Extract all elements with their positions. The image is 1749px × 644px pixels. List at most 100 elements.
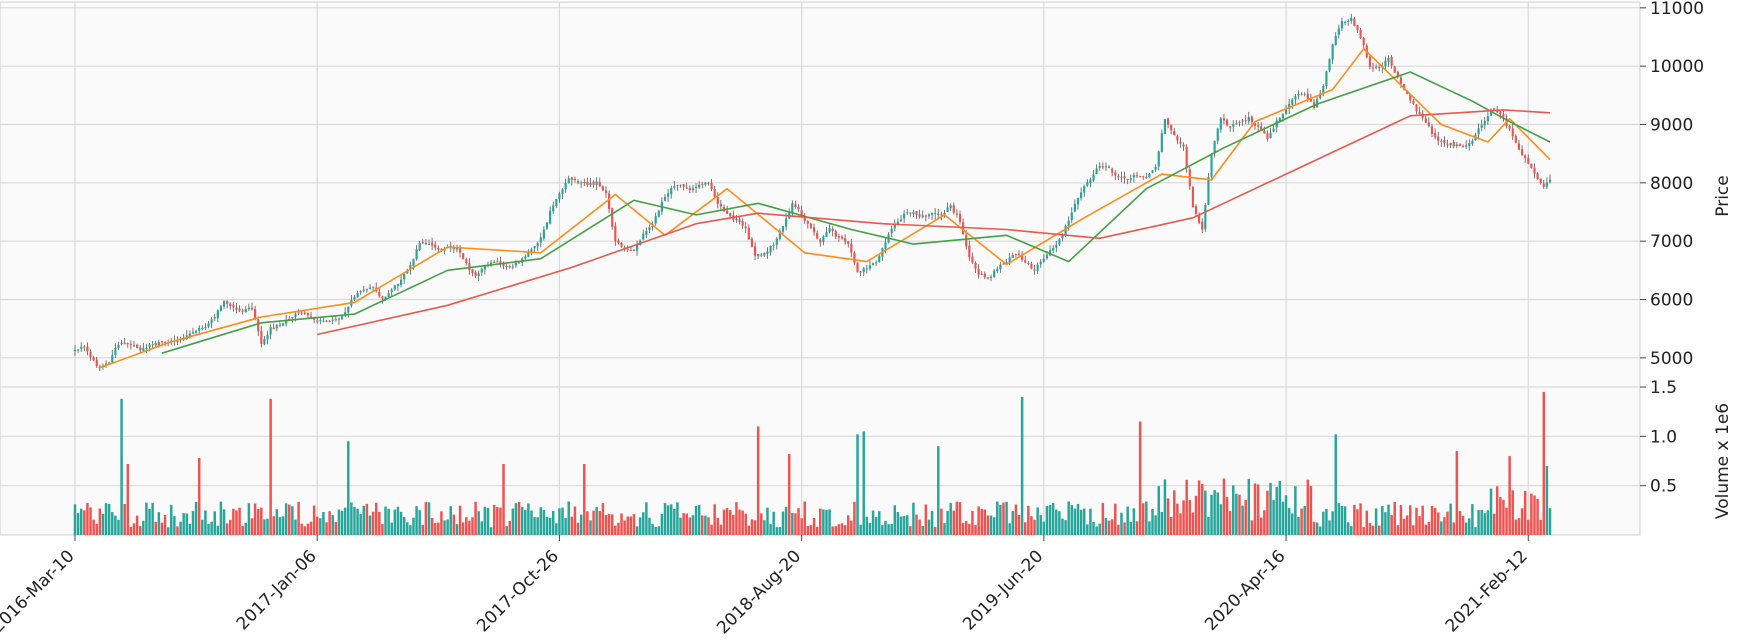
candle-body <box>480 268 483 273</box>
moving-average-line <box>99 47 1551 369</box>
candle-body <box>247 307 250 310</box>
volume-bar <box>542 510 546 535</box>
volume-bar <box>704 515 707 535</box>
volume-bar <box>589 520 592 535</box>
volume-bar <box>1048 504 1052 535</box>
volume-bar <box>157 512 161 535</box>
candle-body <box>1126 178 1129 180</box>
candle-body <box>1415 104 1418 112</box>
candle-body <box>1238 122 1241 124</box>
candle-body <box>1024 260 1027 263</box>
volume-bar <box>1284 495 1288 535</box>
volume-bar <box>756 426 760 535</box>
volume-bar <box>806 525 810 535</box>
candle-body <box>1424 118 1427 123</box>
candle-body <box>160 341 164 343</box>
volume-bar <box>1160 511 1164 535</box>
volume-bar <box>409 525 412 535</box>
candle-body <box>974 263 977 269</box>
candle-body <box>1477 128 1480 135</box>
volume-bar <box>1132 508 1136 535</box>
candle-body <box>1067 220 1070 226</box>
candle-body <box>157 342 160 347</box>
candle-body <box>657 210 660 217</box>
volume-bar <box>564 518 567 535</box>
volume-bar <box>971 510 974 535</box>
volume-bar <box>1275 487 1278 535</box>
candle-body <box>120 342 123 345</box>
volume-bar <box>1086 524 1089 535</box>
volume-bar <box>222 509 226 535</box>
candle-body <box>946 207 949 212</box>
volume-bar <box>694 505 698 535</box>
candle-body <box>337 318 341 320</box>
candle-body <box>1362 37 1365 46</box>
candle-body <box>415 249 418 260</box>
candle-body <box>1151 170 1154 173</box>
candle-body <box>1204 205 1207 230</box>
volume-bar <box>983 509 987 535</box>
candle-body <box>822 236 825 242</box>
volume-bar <box>517 501 521 535</box>
candle-body <box>136 344 139 348</box>
candle-body <box>1539 178 1542 183</box>
volume-bar <box>250 518 254 535</box>
candle-body <box>707 182 710 184</box>
volume-bar <box>638 517 642 535</box>
volume-bar <box>73 504 77 535</box>
candle-body <box>1440 140 1443 142</box>
candle-body <box>1319 93 1322 99</box>
volume-bar <box>98 508 102 535</box>
volume-bar <box>520 507 524 535</box>
candle-body <box>1288 103 1291 109</box>
candle-body <box>909 212 912 214</box>
candle-body <box>505 266 508 268</box>
volume-bar <box>1396 525 1400 535</box>
volume-bar <box>1343 506 1347 535</box>
volume-bar <box>1312 521 1316 535</box>
volume-bar <box>505 526 508 535</box>
volume-bar <box>1210 494 1213 535</box>
volume-bar <box>1291 513 1294 535</box>
volume-bar <box>1138 421 1142 535</box>
candle-body <box>1309 98 1312 102</box>
volume-bar <box>642 512 645 535</box>
volume-bar <box>815 526 819 535</box>
candle-body <box>1334 35 1337 46</box>
volume-bar <box>558 508 561 535</box>
volume-bar <box>1374 508 1378 535</box>
volume-bar <box>1129 522 1133 535</box>
candle-body <box>1073 203 1076 212</box>
price-tick-label: 8000 <box>1650 174 1693 194</box>
candle-body <box>816 232 819 239</box>
candle-body <box>785 218 788 227</box>
volume-bar <box>443 520 446 535</box>
volume-bar <box>207 523 210 535</box>
volume-bar <box>598 510 602 535</box>
candle-body <box>1489 109 1493 116</box>
volume-bar <box>350 502 353 535</box>
volume-bar <box>179 521 182 535</box>
volume-bar <box>669 504 673 535</box>
volume-bar <box>1412 525 1415 535</box>
volume-bar <box>260 507 263 535</box>
candle-body <box>583 182 586 184</box>
candle-body <box>797 206 800 210</box>
volume-bar <box>83 510 86 535</box>
candle-body <box>288 318 291 320</box>
candle-body <box>1443 139 1446 144</box>
volume-bar <box>337 509 341 535</box>
volume-bar <box>406 522 409 535</box>
volume-bar <box>1051 502 1055 535</box>
candle-body <box>198 327 201 331</box>
candle-body <box>1542 183 1545 187</box>
volume-bar <box>89 507 92 535</box>
candle-body <box>1083 186 1086 193</box>
volume-bar <box>732 514 735 535</box>
candle-body <box>620 242 623 247</box>
candle-body <box>595 181 598 185</box>
volume-bar <box>117 519 120 535</box>
candle-body <box>1070 212 1073 221</box>
candle-body <box>303 312 306 314</box>
volume-bar <box>241 525 244 535</box>
